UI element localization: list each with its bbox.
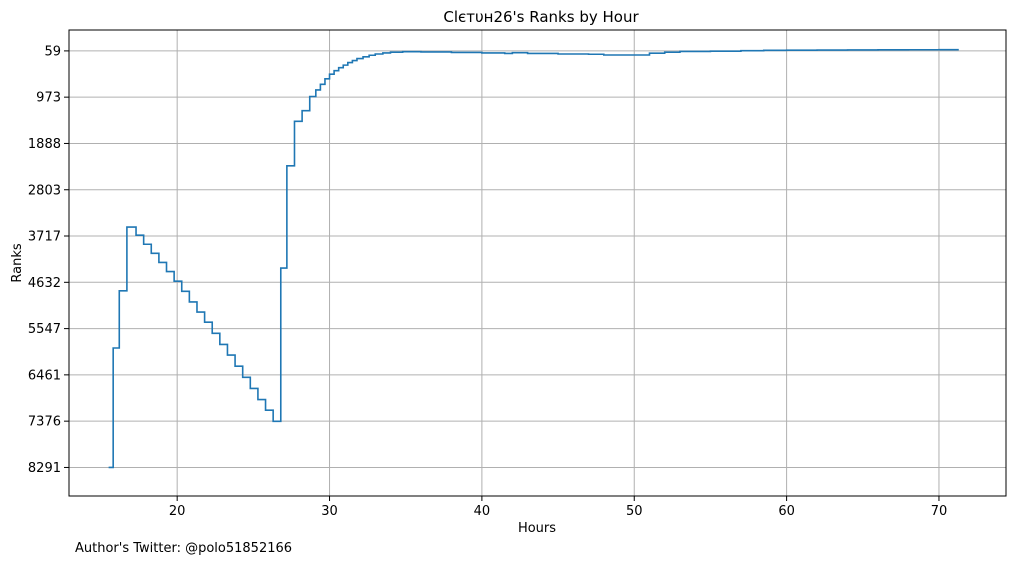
author-credit: Author's Twitter: @polo51852166	[75, 541, 292, 556]
x-tick-label: 70	[931, 504, 948, 519]
y-tick-label: 973	[36, 91, 61, 106]
y-tick-label: 7376	[28, 415, 61, 430]
chart-title: Clєтυн26's Ranks by Hour	[443, 8, 639, 26]
y-ticks: 59 973 1888 2803 3717 4632 5547 6461 7376 8291	[28, 44, 69, 476]
y-tick-label: 6461	[28, 368, 61, 383]
series-layer	[108, 48, 959, 469]
y-tick-label: 1888	[28, 137, 61, 152]
rank-series-line	[108, 48, 959, 469]
x-tick-label: 60	[778, 504, 795, 519]
x-tick-label: 30	[321, 504, 338, 519]
y-tick-label: 8291	[28, 461, 61, 476]
y-tick-label: 2803	[28, 183, 61, 198]
x-axis-label: Hours	[518, 521, 556, 536]
y-tick-label: 3717	[28, 230, 61, 245]
grid-layer	[69, 30, 1006, 496]
y-tick-label: 4632	[28, 276, 61, 291]
y-tick-label: 5547	[28, 322, 61, 337]
x-tick-label: 20	[169, 504, 186, 519]
x-tick-label: 40	[474, 504, 491, 519]
axes-frame	[68, 29, 1007, 497]
y-tick-label: 59	[44, 44, 61, 59]
y-axis-label: Ranks	[10, 243, 25, 282]
x-tick-label: 50	[626, 504, 643, 519]
x-ticks: 20 30 40 50 60 70	[169, 496, 947, 519]
